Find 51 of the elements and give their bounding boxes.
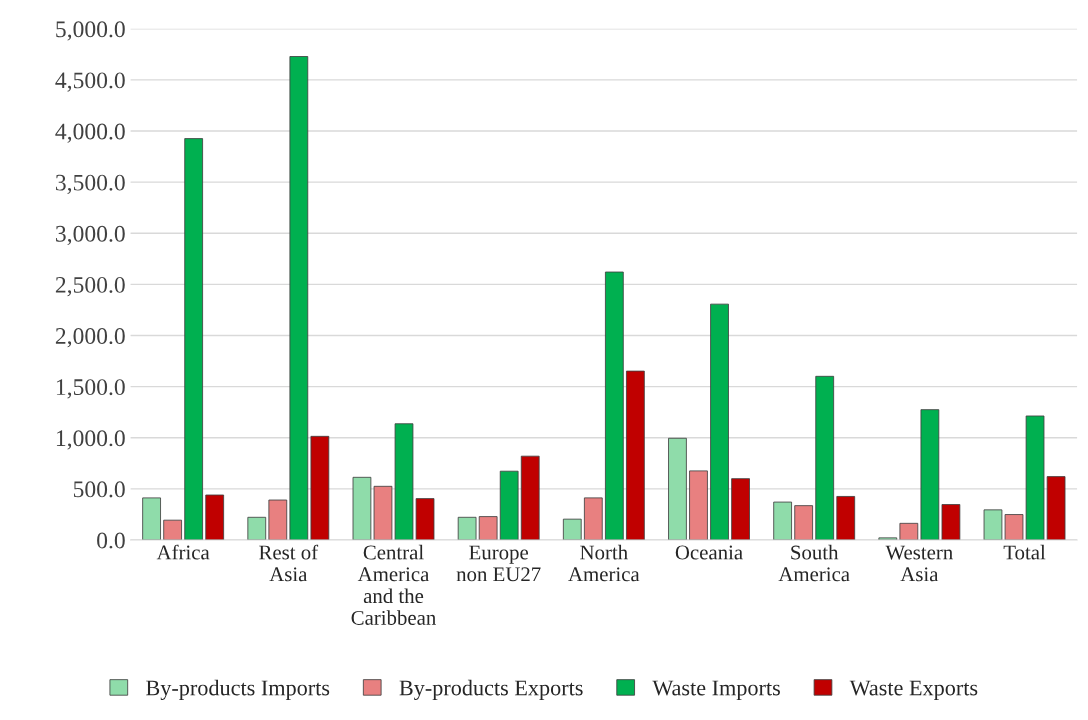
y-tick-label: 4,000.0 — [55, 123, 125, 143]
y-tick-label: 0.0 — [97, 532, 125, 549]
x-tick-label: Africa — [156, 544, 210, 560]
bar — [605, 271, 624, 540]
legend-label: By-products Imports — [146, 679, 330, 700]
bar — [941, 504, 961, 540]
x-tick-label: Rest of Asia — [259, 544, 319, 582]
bar — [163, 519, 182, 540]
legend-label: By-products Exports — [399, 679, 583, 700]
bar — [499, 470, 519, 540]
y-tick-label: 3,000.0 — [55, 225, 125, 246]
x-tick-label: Total — [1003, 544, 1046, 560]
x-tick-label: Europe non EU27 — [456, 545, 541, 582]
bar — [247, 516, 267, 540]
legend-label: Waste Exports — [849, 680, 978, 700]
x-tick-label: Oceania — [675, 545, 743, 560]
bar — [289, 56, 309, 540]
y-tick-label: 500.0 — [73, 481, 125, 498]
bar — [626, 370, 645, 540]
bar — [773, 501, 792, 540]
bar — [689, 470, 708, 540]
bar — [731, 478, 750, 540]
bar — [457, 516, 477, 540]
bar — [520, 455, 540, 540]
bar — [562, 518, 582, 540]
bar — [268, 499, 288, 540]
bar — [583, 497, 603, 540]
x-tick-label: North America — [568, 544, 640, 582]
bar — [920, 409, 940, 540]
y-tick-label: 1,000.0 — [56, 430, 125, 450]
bar — [836, 496, 856, 540]
bar — [710, 303, 729, 540]
x-tick-label: Central America and the Caribbean — [351, 544, 436, 625]
bar — [184, 138, 204, 540]
bar — [899, 522, 919, 540]
y-tick-label: 2,500.0 — [55, 276, 125, 297]
bar — [142, 497, 161, 540]
y-tick-label: 3,500.0 — [55, 174, 125, 194]
x-tick-label: South America — [778, 544, 850, 582]
bar — [794, 505, 814, 540]
bar — [668, 437, 687, 540]
y-tick-label: 4,500.0 — [55, 72, 125, 92]
bar — [205, 494, 225, 540]
y-tick-label: 2,000.0 — [55, 328, 125, 348]
x-tick-label: Western Asia — [885, 545, 953, 582]
bar — [478, 516, 498, 540]
y-tick-label: 5,000.0 — [56, 21, 125, 41]
bar — [815, 375, 835, 540]
legend-label: Waste Imports — [652, 680, 780, 700]
bar — [310, 435, 330, 540]
y-tick-label: 1,500.0 — [56, 379, 125, 399]
